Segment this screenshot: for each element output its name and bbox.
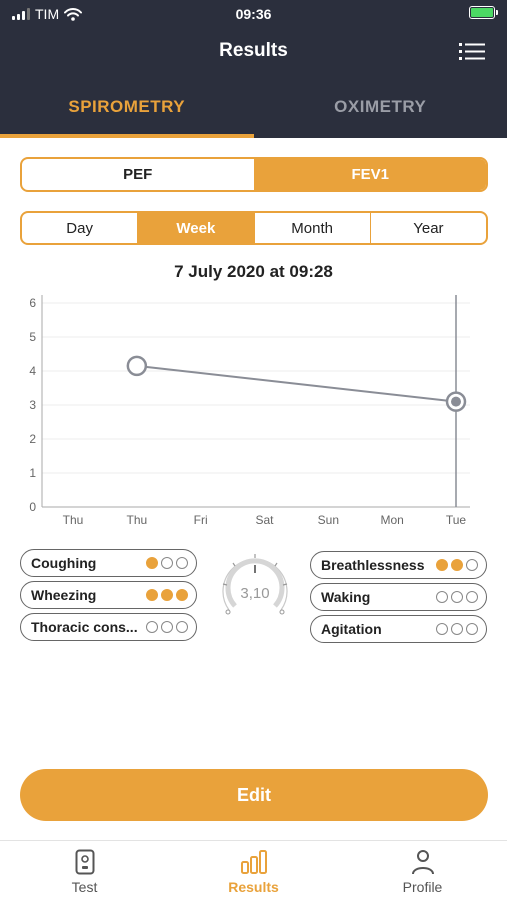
symptom-waking[interactable]: Waking <box>310 583 487 611</box>
symptom-label: Thoracic cons... <box>31 619 138 635</box>
symptom-wheezing[interactable]: Wheezing <box>20 581 197 609</box>
fev1-chart[interactable]: 0 1 2 3 4 5 6 Thu Thu Fri Sat Sun Mon Tue <box>0 288 507 533</box>
month-option[interactable]: Month <box>253 213 370 243</box>
y-tick-label: 1 <box>29 466 36 480</box>
y-tick-label: 3 <box>29 398 36 412</box>
person-icon <box>411 850 434 875</box>
period-toggle: Day Week Month Year <box>20 211 488 245</box>
data-point <box>126 355 148 377</box>
severity-dot-empty <box>161 621 173 633</box>
severity-dot-filled <box>146 589 158 601</box>
status-bar: TIM 09:36 <box>0 0 507 30</box>
fev1-option[interactable]: FEV1 <box>253 159 486 190</box>
nav-test[interactable]: Test <box>0 841 169 900</box>
nav-results[interactable]: Results <box>169 841 338 900</box>
severity-dots <box>146 589 188 601</box>
list-menu-icon[interactable] <box>459 40 485 62</box>
severity-dot-filled <box>451 559 463 571</box>
symptom-label: Breathlessness <box>321 557 425 573</box>
severity-dot-filled <box>436 559 448 571</box>
tab-oximetry[interactable]: OXIMETRY <box>334 97 427 116</box>
bar-chart-icon <box>240 850 267 874</box>
x-tick-label: Mon <box>380 513 403 527</box>
symptom-coughing[interactable]: Coughing <box>20 549 197 577</box>
carrier-name: TIM <box>35 6 60 22</box>
severity-dot-empty <box>146 621 158 633</box>
tab-spirometry[interactable]: SPIROMETRY <box>0 80 254 138</box>
gauge-dial-icon: 3,10 <box>222 554 288 615</box>
app-header: TIM 09:36 Results SPIROMETRY OXIMETRY <box>0 0 507 138</box>
gauge-value: 3,10 <box>240 585 269 602</box>
symptom-label: Waking <box>321 589 371 605</box>
status-time: 09:36 <box>235 6 272 22</box>
nav-label: Profile <box>402 879 443 895</box>
y-tick-label: 4 <box>29 364 36 378</box>
severity-dots <box>436 591 478 603</box>
symptom-agitation[interactable]: Agitation <box>310 615 487 643</box>
y-tick-label: 2 <box>29 432 36 446</box>
y-tick-label: 5 <box>29 330 36 344</box>
week-option[interactable]: Week <box>137 213 254 243</box>
x-tick-label: Tue <box>446 513 467 527</box>
severity-dot-empty <box>466 591 478 603</box>
severity-dot-empty <box>451 591 463 603</box>
nav-label: Test <box>71 879 98 895</box>
severity-dot-empty <box>176 557 188 569</box>
severity-dot-filled <box>161 589 173 601</box>
series-line <box>136 364 457 403</box>
nav-profile[interactable]: Profile <box>338 841 507 900</box>
tab-bar: SPIROMETRY OXIMETRY <box>0 80 507 138</box>
selected-data-point-core <box>451 396 461 407</box>
symptom-label: Agitation <box>321 621 382 637</box>
bottom-nav: Test Results Profile <box>0 840 507 900</box>
severity-dot-empty <box>436 591 448 603</box>
symptom-label: Coughing <box>31 555 97 571</box>
severity-dot-filled <box>146 557 158 569</box>
x-tick-label: Sun <box>318 513 339 527</box>
x-tick-label: Sat <box>255 513 274 527</box>
severity-dots <box>146 557 188 569</box>
x-tick-label: Thu <box>63 513 84 527</box>
wifi-icon <box>64 7 83 21</box>
signal-icon <box>12 8 30 20</box>
symptom-thoracic[interactable]: Thoracic cons... <box>20 613 197 641</box>
pef-option[interactable]: PEF <box>123 166 153 183</box>
status-left: TIM <box>12 6 83 22</box>
y-tick-label: 6 <box>29 296 36 310</box>
severity-dot-filled <box>176 589 188 601</box>
severity-dots <box>436 559 478 571</box>
severity-dot-empty <box>466 623 478 635</box>
severity-dot-empty <box>436 623 448 635</box>
symptom-breathlessness[interactable]: Breathlessness <box>310 551 487 579</box>
year-option[interactable]: Year <box>369 213 486 243</box>
edit-button[interactable]: Edit <box>20 769 488 821</box>
battery-icon <box>469 6 498 19</box>
nav-label: Results <box>228 879 279 895</box>
test-device-icon <box>75 849 94 875</box>
severity-dots <box>436 623 478 635</box>
symptom-label: Wheezing <box>31 587 97 603</box>
severity-dot-empty <box>161 557 173 569</box>
severity-dot-empty <box>466 559 478 571</box>
x-tick-label: Thu <box>126 513 147 527</box>
x-tick-label: Fri <box>194 513 208 527</box>
reading-date: 7 July 2020 at 09:28 <box>174 262 333 281</box>
measure-toggle: PEF FEV1 <box>20 157 488 192</box>
severity-dot-empty <box>451 623 463 635</box>
severity-dots <box>146 621 188 633</box>
page-title: Results <box>219 40 288 61</box>
day-option[interactable]: Day <box>66 219 93 237</box>
y-tick-label: 0 <box>29 500 36 514</box>
severity-dot-empty <box>176 621 188 633</box>
